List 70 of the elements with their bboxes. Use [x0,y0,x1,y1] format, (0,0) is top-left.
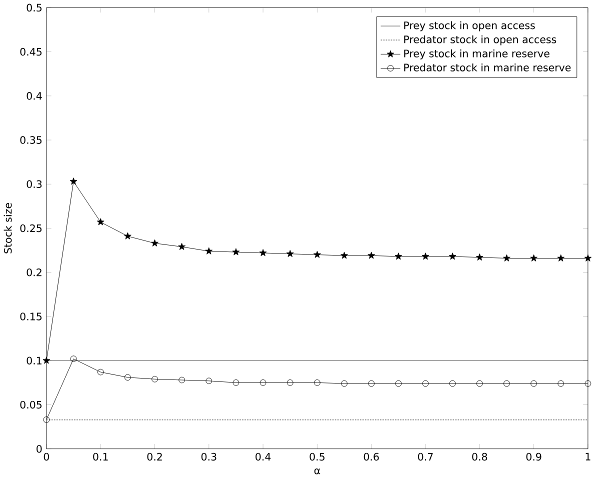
point [395,380,402,387]
legend-label: Predator stock in open access [404,35,556,46]
legend-label: Prey stock in marine reserve [404,49,550,60]
x-tick-label: 0.2 [147,452,162,461]
y-axis-title: Stock size [4,202,12,254]
point [152,376,158,382]
point [530,380,537,387]
y-tick-label: 0 [36,444,42,453]
point [96,218,104,226]
point [448,252,456,260]
point [232,379,240,386]
legend-label: Prey stock in open access [404,21,535,32]
y-tick-label: 0.5 [26,4,42,12]
point [205,247,213,254]
x-tick-label: 0.4 [256,452,271,461]
x-tick-label: 0.8 [472,452,488,461]
x-tick-label: 0.6 [364,452,379,461]
point [124,374,131,381]
y-tick-label: 0.3 [26,180,42,188]
point [178,242,186,250]
point [476,253,484,260]
point [314,379,320,386]
y-tick-label: 0.25 [20,224,42,232]
point [584,380,592,387]
point [394,252,402,260]
point [340,252,348,259]
point [368,252,376,259]
x-tick-label: 0 [44,452,50,461]
point [43,416,50,423]
x-tick-label: 0.1 [93,452,108,461]
x-axis-title: α [314,468,320,474]
point [449,380,456,387]
y-tick-label: 0.1 [26,356,42,364]
point [530,254,538,262]
point [504,380,510,387]
point [97,368,104,376]
y-tick-label: 0.15 [20,312,42,320]
point [151,239,158,246]
point [558,380,564,387]
point [124,232,132,240]
point [260,379,266,386]
point [286,250,294,257]
point [368,380,375,387]
point [503,254,510,262]
point [286,379,294,386]
legend-label: Predator stock in marine reserve [404,63,571,72]
point [422,252,430,260]
point [70,178,78,185]
point [178,376,186,384]
x-tick-label: 0.3 [201,452,216,461]
y-tick-label: 0.05 [20,400,42,409]
point [232,248,240,256]
x-tick-label: 0.7 [418,452,433,461]
point [422,380,429,387]
point [313,250,321,258]
point [259,249,267,256]
x-tick-label: 0.5 [310,452,324,461]
point [476,380,483,387]
y-tick-label: 0.35 [20,136,42,144]
point [42,356,50,364]
x-tick-label: 0.9 [526,452,542,461]
y-tick-label: 0.4 [26,92,42,100]
point [341,380,348,387]
point [206,378,212,384]
point [584,254,592,262]
y-tick-label: 0.45 [20,48,42,56]
x-tick-label: 1 [586,452,590,460]
point [557,254,565,262]
y-tick-label: 0.2 [26,268,42,276]
point [70,356,77,362]
